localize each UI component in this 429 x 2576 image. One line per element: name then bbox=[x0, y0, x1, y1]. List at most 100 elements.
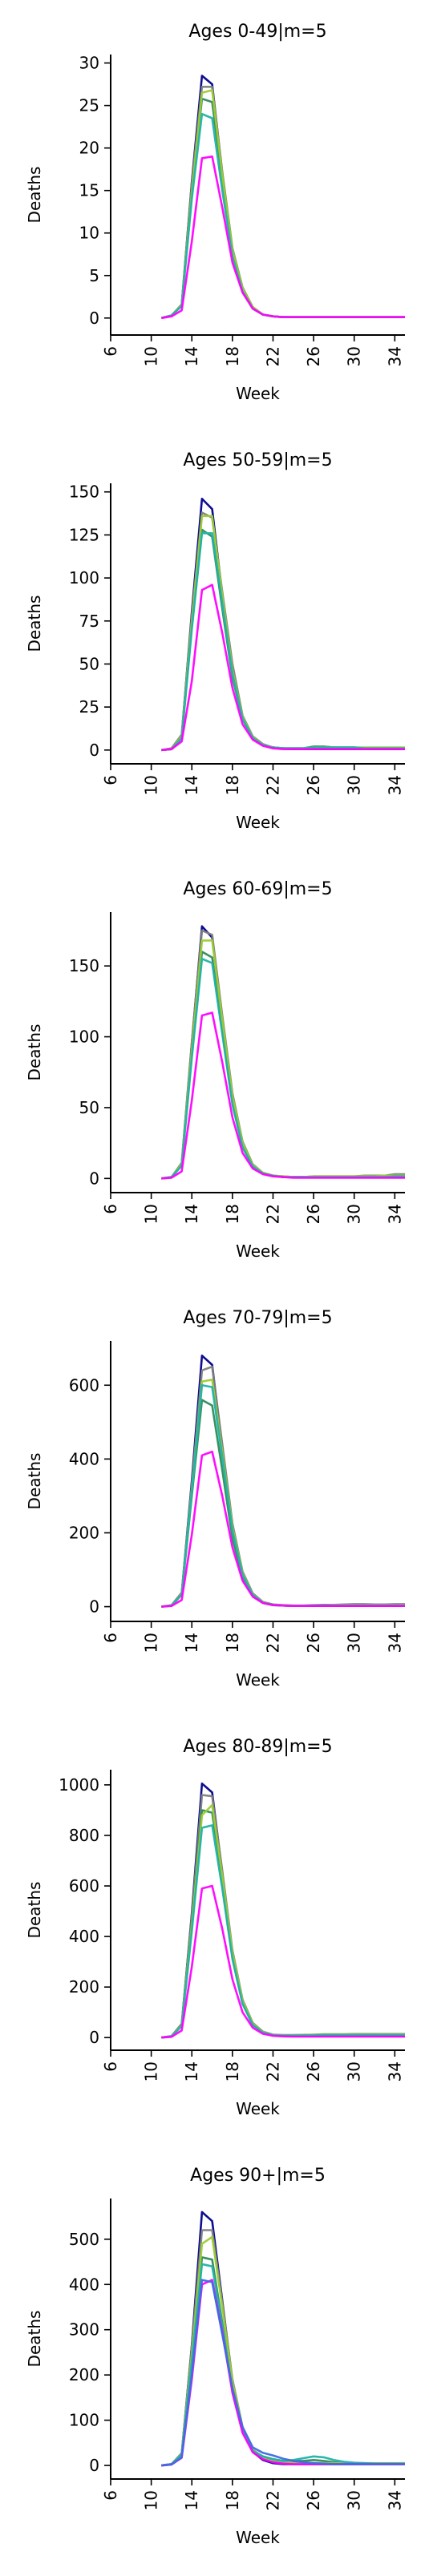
x-tick-label: 26 bbox=[304, 2061, 323, 2081]
y-axis-label: Deaths bbox=[25, 1024, 44, 1081]
y-tick-label: 0 bbox=[89, 2028, 99, 2047]
y-tick-label: 600 bbox=[69, 1375, 99, 1395]
series-line-4 bbox=[161, 1384, 405, 1608]
y-tick-label: 5 bbox=[89, 266, 99, 285]
x-axis-label: Week bbox=[236, 813, 280, 832]
x-tick-label: 30 bbox=[345, 1204, 364, 1224]
y-tick-label: 100 bbox=[69, 2411, 99, 2430]
x-axis-label: Week bbox=[236, 384, 280, 403]
y-axis-label: Deaths bbox=[25, 1882, 44, 1939]
series-line-1 bbox=[160, 86, 405, 320]
series-line-3 bbox=[161, 939, 405, 1180]
y-tick-label: 150 bbox=[69, 482, 99, 502]
x-tick-label: 6 bbox=[101, 1633, 120, 1643]
series-line-3 bbox=[160, 89, 405, 320]
x-tick-label: 34 bbox=[385, 775, 404, 795]
x-tick-label: 22 bbox=[263, 1633, 282, 1653]
x-tick-label: 34 bbox=[385, 2061, 404, 2081]
chart-panel-4: Ages 80-89|m=5 0 200 400 600 800 1000 6 10 14 18 22… bbox=[25, 1737, 405, 2118]
y-tick-label: 50 bbox=[79, 654, 99, 673]
y-tick-label: 400 bbox=[69, 2275, 99, 2294]
series-line-5 bbox=[161, 155, 405, 320]
x-tick-label: 10 bbox=[142, 1204, 161, 1224]
x-tick-label: 6 bbox=[101, 1204, 120, 1214]
x-tick-label: 34 bbox=[385, 2490, 404, 2510]
x-tick-label: 34 bbox=[385, 1633, 404, 1653]
x-tick-label: 18 bbox=[223, 346, 242, 366]
x-tick-label: 26 bbox=[304, 2490, 323, 2510]
chart-title: Ages 0-49|m=5 bbox=[188, 22, 326, 42]
y-axis-label: Deaths bbox=[25, 167, 44, 224]
x-tick-label: 18 bbox=[223, 775, 242, 795]
y-tick-label: 1000 bbox=[59, 1775, 99, 1795]
x-tick-label: 10 bbox=[142, 1633, 161, 1653]
x-tick-label: 26 bbox=[304, 775, 323, 795]
x-tick-label: 14 bbox=[182, 346, 201, 366]
x-tick-label: 30 bbox=[345, 1633, 364, 1653]
x-tick-label: 34 bbox=[385, 1204, 404, 1224]
y-tick-label: 200 bbox=[69, 2365, 99, 2384]
series-line-5 bbox=[161, 1011, 405, 1180]
y-tick-label: 200 bbox=[69, 1523, 99, 1542]
series-line-5 bbox=[161, 583, 405, 752]
y-tick-label: 300 bbox=[69, 2320, 99, 2340]
x-tick-label: 26 bbox=[304, 346, 323, 366]
series-line-5 bbox=[161, 1450, 405, 1608]
x-tick-label: 6 bbox=[101, 2490, 120, 2501]
y-tick-label: 0 bbox=[89, 1597, 99, 1617]
x-tick-label: 18 bbox=[223, 2490, 242, 2510]
chart-title: Ages 80-89|m=5 bbox=[183, 1737, 332, 1757]
x-tick-label: 6 bbox=[101, 775, 120, 785]
y-tick-label: 0 bbox=[89, 2456, 99, 2475]
series-line-6 bbox=[161, 2279, 405, 2467]
y-tick-label: 400 bbox=[69, 1927, 99, 1946]
y-tick-label: 0 bbox=[89, 309, 99, 328]
series-line-1 bbox=[161, 2229, 405, 2467]
x-tick-label: 26 bbox=[304, 1633, 323, 1653]
y-tick-label: 200 bbox=[69, 1977, 99, 1997]
x-tick-label: 14 bbox=[182, 775, 201, 795]
series-line-4 bbox=[161, 531, 405, 752]
chart-title: Ages 50-59|m=5 bbox=[183, 450, 332, 470]
x-tick-label: 14 bbox=[182, 2061, 201, 2081]
y-tick-label: 10 bbox=[79, 224, 99, 243]
x-tick-label: 14 bbox=[182, 2490, 201, 2510]
x-tick-label: 22 bbox=[263, 2061, 282, 2081]
y-tick-label: 0 bbox=[89, 1169, 99, 1188]
chart-panel-2: Ages 60-69|m=5 0 50 100 150 6 10 14 18 22 26 30 34 We… bbox=[25, 879, 405, 1261]
series-line-0 bbox=[161, 1783, 405, 2039]
x-tick-label: 6 bbox=[101, 346, 120, 357]
x-tick-label: 22 bbox=[263, 346, 282, 366]
y-tick-label: 30 bbox=[79, 54, 99, 73]
x-tick-label: 10 bbox=[142, 2490, 161, 2510]
chart-title: Ages 90+|m=5 bbox=[190, 2166, 326, 2186]
y-tick-label: 150 bbox=[69, 956, 99, 975]
x-tick-label: 10 bbox=[142, 346, 161, 366]
x-tick-label: 30 bbox=[345, 2490, 364, 2510]
y-axis-label: Deaths bbox=[25, 596, 44, 652]
x-tick-label: 22 bbox=[263, 2490, 282, 2510]
x-axis-label: Week bbox=[236, 1670, 280, 1690]
x-tick-label: 14 bbox=[182, 1204, 201, 1224]
chart-panel-3: Ages 70-79|m=5 0 200 400 600 6 10 14 18 22 26 30 34 W… bbox=[25, 1308, 405, 1690]
y-axis-label: Deaths bbox=[25, 1453, 44, 1510]
y-tick-label: 15 bbox=[79, 181, 99, 200]
y-tick-label: 100 bbox=[69, 1028, 99, 1047]
y-tick-label: 400 bbox=[69, 1449, 99, 1468]
y-tick-label: 125 bbox=[69, 525, 99, 544]
x-tick-label: 18 bbox=[223, 1204, 242, 1224]
chart-title: Ages 60-69|m=5 bbox=[183, 879, 332, 899]
x-tick-label: 30 bbox=[345, 2061, 364, 2081]
y-axis-label: Deaths bbox=[25, 2311, 44, 2368]
x-tick-label: 30 bbox=[345, 346, 364, 366]
series-line-5 bbox=[161, 1884, 405, 2039]
x-tick-label: 6 bbox=[101, 2061, 120, 2072]
x-axis-label: Week bbox=[236, 2528, 280, 2547]
x-axis-label: Week bbox=[236, 2099, 280, 2118]
x-axis-label: Week bbox=[236, 1242, 280, 1261]
y-tick-label: 500 bbox=[69, 2230, 99, 2249]
x-tick-label: 34 bbox=[385, 346, 404, 366]
series-line-4 bbox=[161, 958, 405, 1180]
y-tick-label: 800 bbox=[69, 1826, 99, 1845]
